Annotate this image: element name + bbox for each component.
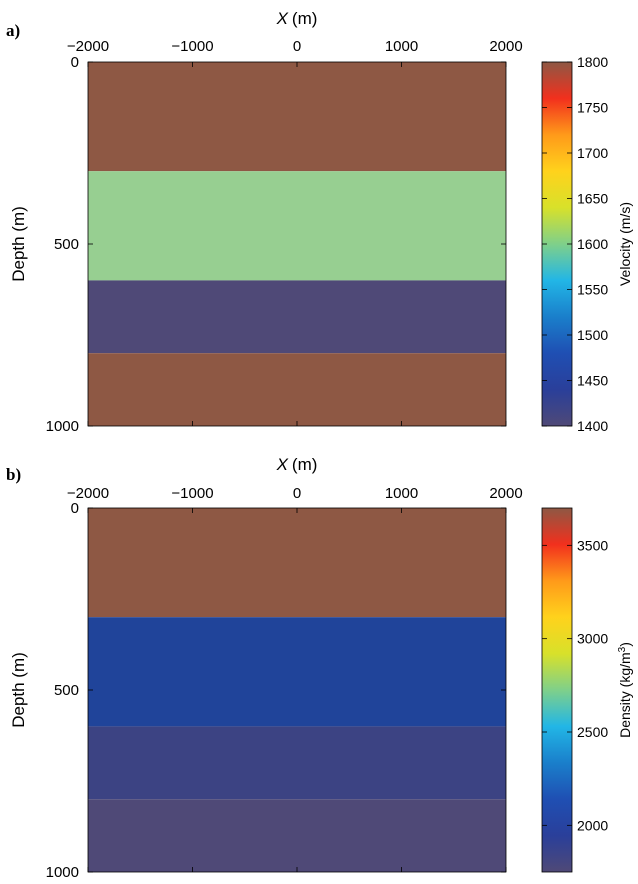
y-axis-label: Depth (m)	[9, 652, 28, 728]
colorbar-tick-label: 1600	[577, 236, 608, 252]
colorbar-label-text: Density (kg/m	[617, 652, 633, 738]
layer-3	[88, 726, 506, 800]
colorbar-tick-label: 1450	[577, 373, 608, 389]
y-tick-label: 1000	[46, 864, 79, 881]
panel-a: −2000 −1000 0 1000 2000 0 500 1000 X (m) Depth (m)…	[6, 9, 633, 435]
x-tick-label: 1000	[385, 38, 418, 55]
colorbar-tick-label: 1400	[577, 418, 608, 434]
layer-1	[88, 62, 506, 172]
x-tick-label: 0	[293, 485, 301, 502]
x-tick-label: −2000	[67, 38, 109, 55]
x-tick-label: 2000	[489, 38, 522, 55]
x-axis-label: X (m)	[276, 9, 318, 28]
x-axis-label-unit: (m)	[292, 455, 317, 474]
y-tick-label: 0	[71, 54, 79, 71]
colorbar-tick-label: 1700	[577, 145, 608, 161]
layer-1	[88, 508, 506, 618]
x-axis-label-unit: (m)	[292, 9, 317, 28]
x-axis-label-var: X	[276, 455, 289, 474]
colorbar-tick-label: 3000	[577, 631, 608, 647]
layer-4	[88, 799, 506, 872]
x-axis-label-var: X	[276, 9, 289, 28]
x-axis-label: X (m)	[276, 455, 318, 474]
x-tick-label: 0	[293, 38, 301, 55]
colorbar	[541, 507, 573, 873]
colorbar-tick-label: 1800	[577, 54, 608, 70]
colorbar-label: Density (kg/m3)	[617, 642, 633, 738]
colorbar-label: Velocity (m/s)	[617, 202, 633, 286]
layer-4	[88, 353, 506, 426]
x-tick-label: −1000	[171, 485, 213, 502]
panel-label: b)	[6, 465, 21, 484]
y-tick-label: 0	[71, 500, 79, 517]
layer-3	[88, 280, 506, 354]
x-tick-label: −2000	[67, 485, 109, 502]
colorbar-tick-label: 2500	[577, 724, 608, 740]
colorbar-tick-label: 1500	[577, 327, 608, 343]
y-axis-label: Depth (m)	[9, 206, 28, 282]
colorbar-tick-label: 1750	[577, 100, 608, 116]
colorbar-label-sup: 3	[617, 646, 628, 652]
panel-b: −2000 −1000 0 1000 2000 0 500 1000 X (m) Depth (m)…	[6, 455, 633, 881]
y-tick-label: 500	[54, 236, 79, 253]
x-tick-label: 2000	[489, 485, 522, 502]
colorbar-tick-label: 2000	[577, 817, 608, 833]
y-tick-label: 500	[54, 682, 79, 699]
colorbar-tick-label: 3500	[577, 537, 608, 553]
colorbar-label-end: )	[617, 642, 633, 647]
colorbar-label-text: Velocity (m/s)	[617, 202, 633, 286]
colorbar-tick-label: 1550	[577, 282, 608, 298]
colorbar-tick-label: 1650	[577, 191, 608, 207]
x-tick-label: 1000	[385, 485, 418, 502]
x-tick-label: −1000	[171, 38, 213, 55]
layer-2	[88, 617, 506, 727]
layer-2	[88, 171, 506, 281]
panel-label: a)	[6, 21, 20, 40]
y-tick-label: 1000	[46, 418, 79, 435]
